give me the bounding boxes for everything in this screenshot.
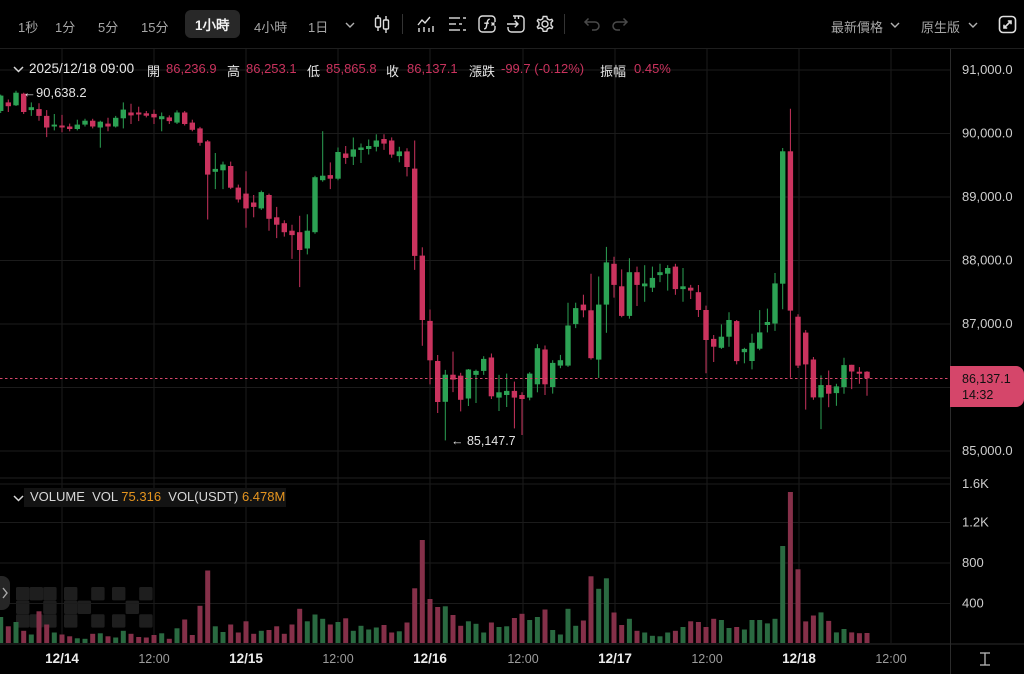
svg-text:12:00: 12:00 (691, 652, 722, 666)
svg-text:89,000.0: 89,000.0 (962, 189, 1013, 204)
svg-text:12/14: 12/14 (45, 651, 79, 666)
svg-text:88,000.0: 88,000.0 (962, 253, 1013, 268)
svg-text:1.6K: 1.6K (962, 476, 989, 491)
svg-text:12/17: 12/17 (598, 651, 632, 666)
svg-text:800: 800 (962, 555, 984, 570)
svg-text:12/16: 12/16 (413, 651, 447, 666)
svg-text:91,000.0: 91,000.0 (962, 62, 1013, 77)
svg-text:400: 400 (962, 596, 984, 611)
svg-text:12:00: 12:00 (322, 652, 353, 666)
svg-text:85,000.0: 85,000.0 (962, 443, 1013, 458)
svg-text:← 85,147.7: ← 85,147.7 (451, 434, 516, 448)
svg-text:12/18: 12/18 (782, 651, 816, 666)
svg-text:←90,638.2: ←90,638.2 (23, 85, 87, 100)
svg-text:14:32: 14:32 (962, 388, 993, 402)
svg-text:86,137.1: 86,137.1 (962, 372, 1011, 386)
svg-text:87,000.0: 87,000.0 (962, 316, 1013, 331)
svg-text:12/15: 12/15 (229, 651, 263, 666)
svg-text:90,000.0: 90,000.0 (962, 126, 1013, 141)
svg-text:12:00: 12:00 (507, 652, 538, 666)
svg-text:12:00: 12:00 (875, 652, 906, 666)
svg-text:1.2K: 1.2K (962, 515, 989, 530)
svg-text:12:00: 12:00 (138, 652, 169, 666)
